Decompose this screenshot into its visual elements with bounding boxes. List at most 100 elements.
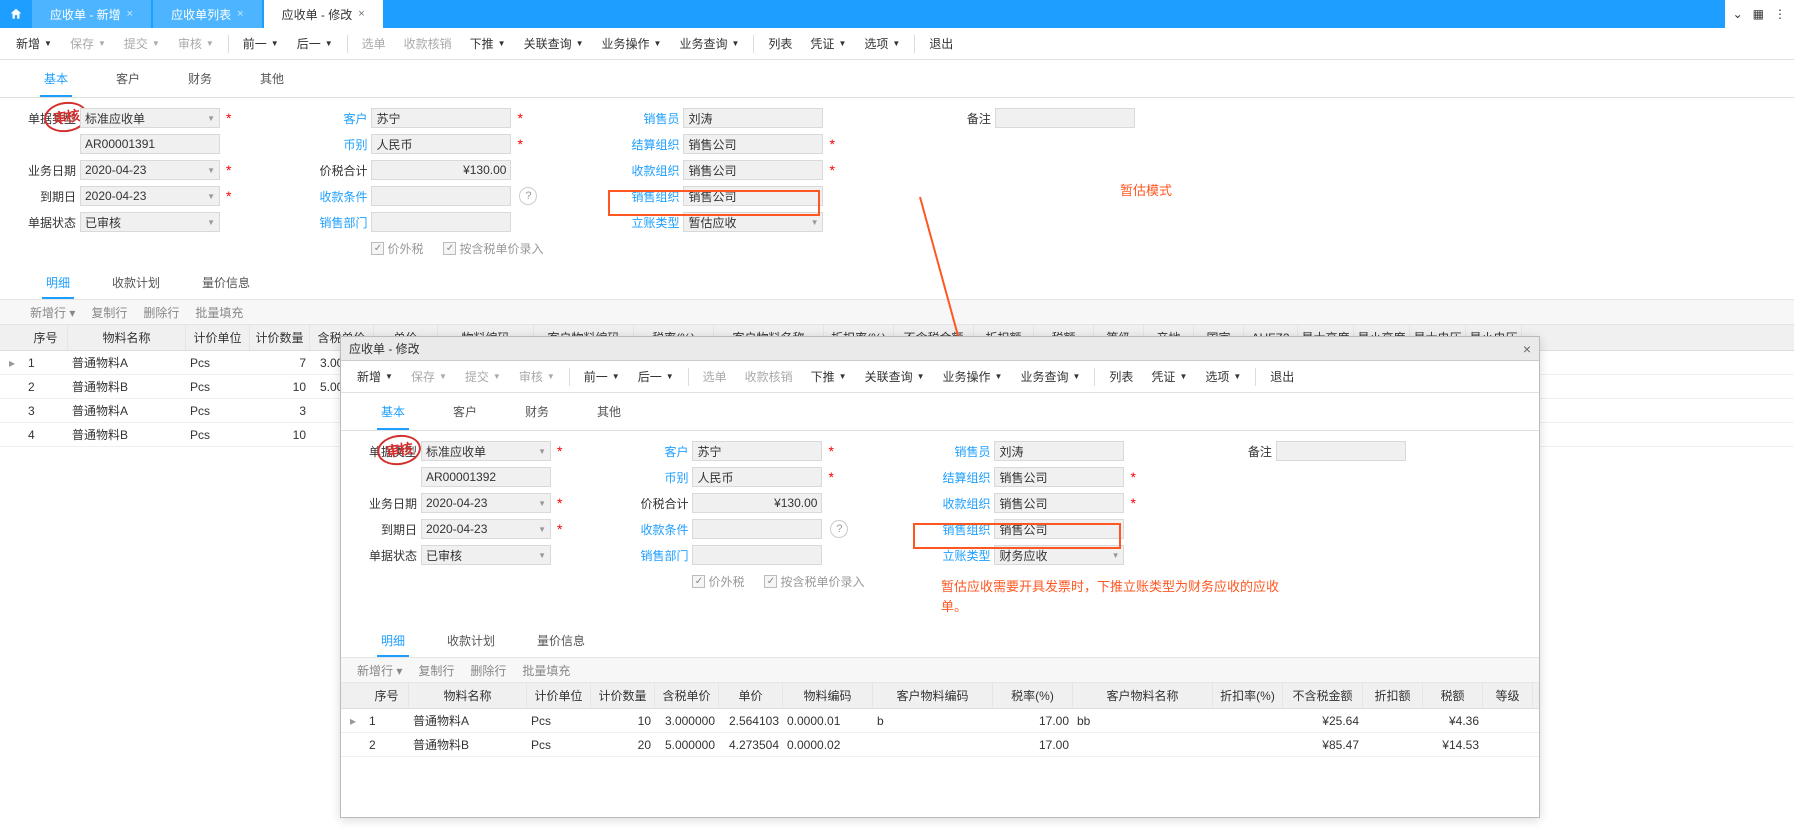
col-unit[interactable]: 计价单位 — [186, 325, 250, 350]
tab-detail[interactable]: 明细 — [42, 270, 74, 299]
col-name[interactable]: 物料名称 — [68, 325, 186, 350]
salesorg-field[interactable]: 销售公司 — [683, 186, 823, 206]
duedate-field[interactable]: 2020-04-23▼ — [421, 519, 551, 539]
prev-button[interactable]: 前一▼ — [235, 31, 287, 56]
salesman-label[interactable]: 销售员 — [623, 110, 683, 127]
payterms-field[interactable] — [371, 186, 511, 206]
salesman-field[interactable]: 刘涛 — [683, 108, 823, 128]
delrow-button[interactable]: 删除行 — [143, 304, 179, 321]
tab-customer[interactable]: 客户 — [449, 397, 481, 430]
salesdept-label[interactable]: 销售部门 — [311, 214, 371, 231]
salesman-field[interactable]: 刘涛 — [994, 441, 1124, 461]
tab-basic[interactable]: 基本 — [40, 64, 72, 97]
save-button[interactable]: 保存▼ — [62, 31, 114, 56]
doctype-field[interactable]: 标准应收单▼ — [80, 108, 220, 128]
relquery-button[interactable]: 关联查询▼ — [857, 364, 933, 389]
bizop-button[interactable]: 业务操作▼ — [935, 364, 1011, 389]
recvorg-field[interactable]: 销售公司 — [994, 493, 1124, 513]
chevron-down-icon[interactable]: ⌄ — [1733, 7, 1743, 21]
relquery-button[interactable]: 关联查询▼ — [516, 31, 592, 56]
hexiao-button[interactable]: 收款核销 — [737, 364, 801, 389]
cb-pricewtax[interactable]: ✓价外税 — [692, 573, 744, 590]
select-button[interactable]: 选单 — [695, 364, 735, 389]
currency-label[interactable]: 币别 — [311, 136, 371, 153]
cb-taxprice[interactable]: ✓按含税单价录入 — [443, 240, 543, 257]
tab-other[interactable]: 其他 — [256, 64, 288, 97]
tab-finance[interactable]: 财务 — [184, 64, 216, 97]
next-button[interactable]: 后一▼ — [289, 31, 341, 56]
submit-button[interactable]: 提交▼ — [457, 364, 509, 389]
bizdate-field[interactable]: 2020-04-23▼ — [80, 160, 220, 180]
audit-button[interactable]: 审核▼ — [170, 31, 222, 56]
salesorg-field[interactable]: 销售公司 — [994, 519, 1124, 539]
pricetax-field[interactable]: ¥130.00 — [692, 493, 822, 513]
recvorg-field[interactable]: 销售公司 — [683, 160, 823, 180]
duedate-field[interactable]: 2020-04-23▼ — [80, 186, 220, 206]
customer-field[interactable]: 苏宁 — [692, 441, 822, 461]
push-button[interactable]: 下推▼ — [803, 364, 855, 389]
remark-field[interactable] — [1276, 441, 1406, 461]
tab-other[interactable]: 其他 — [593, 397, 625, 430]
col-seq[interactable]: 序号 — [24, 325, 68, 350]
exit-button[interactable]: 退出 — [1262, 364, 1302, 389]
apps-icon[interactable]: ▦ — [1753, 7, 1764, 21]
copyrow-button[interactable]: 复制行 — [91, 304, 127, 321]
settleorg-field[interactable]: 销售公司 — [683, 134, 823, 154]
salesdept-field[interactable] — [371, 212, 511, 232]
help-icon[interactable]: ? — [830, 520, 848, 538]
close-icon[interactable]: × — [1523, 341, 1531, 357]
recvorg-label[interactable]: 收款组织 — [623, 162, 683, 179]
close-icon[interactable]: × — [127, 8, 133, 20]
option-button[interactable]: 选项▼ — [856, 31, 908, 56]
tab-plan[interactable]: 收款计划 — [108, 270, 164, 299]
remark-field[interactable] — [995, 108, 1135, 128]
addrow-button[interactable]: 新增行 ▾ — [30, 304, 75, 321]
close-icon[interactable]: × — [358, 8, 364, 20]
customer-field[interactable]: 苏宁 — [371, 108, 511, 128]
status-field[interactable]: 已审核▼ — [421, 545, 551, 565]
salesorg-label[interactable]: 销售组织 — [623, 188, 683, 205]
table-row[interactable]: 2 普通物料B Pcs 20 5.000000 4.273504 0.0000.… — [341, 733, 1539, 757]
tab-price[interactable]: 量价信息 — [198, 270, 254, 299]
home-icon[interactable] — [0, 0, 32, 28]
tab-plan[interactable]: 收款计划 — [443, 628, 499, 657]
customer-label[interactable]: 客户 — [311, 110, 371, 127]
batchfill-button[interactable]: 批量填充 — [522, 662, 570, 679]
option-button[interactable]: 选项▼ — [1197, 364, 1249, 389]
currency-field[interactable]: 人民币 — [692, 467, 822, 487]
salesdept-field[interactable] — [692, 545, 822, 565]
acctype-field[interactable]: 暂估应收▼ — [683, 212, 823, 232]
cb-pricewtax[interactable]: ✓价外税 — [371, 240, 423, 257]
tab-new[interactable]: 应收单 - 新增× — [32, 0, 151, 28]
list-button[interactable]: 列表 — [1101, 364, 1141, 389]
acctype-field[interactable]: 财务应收▼ — [994, 545, 1124, 565]
tab-list[interactable]: 应收单列表× — [153, 0, 261, 28]
save-button[interactable]: 保存▼ — [403, 364, 455, 389]
table-row[interactable]: ▸ 1 普通物料A Pcs 10 3.000000 2.564103 0.000… — [341, 709, 1539, 733]
inner-title-bar[interactable]: 应收单 - 修改 × — [341, 337, 1539, 361]
cb-taxprice[interactable]: ✓按含税单价录入 — [764, 573, 864, 590]
prev-button[interactable]: 前一▼ — [576, 364, 628, 389]
help-icon[interactable]: ? — [519, 187, 537, 205]
addrow-button[interactable]: 新增行 ▾ — [357, 662, 402, 679]
copyrow-button[interactable]: 复制行 — [418, 662, 454, 679]
tab-basic[interactable]: 基本 — [377, 397, 409, 430]
close-icon[interactable]: × — [237, 8, 243, 20]
bizdate-field[interactable]: 2020-04-23▼ — [421, 493, 551, 513]
select-button[interactable]: 选单 — [354, 31, 394, 56]
bizquery-button[interactable]: 业务查询▼ — [671, 31, 747, 56]
voucher-button[interactable]: 凭证▼ — [802, 31, 854, 56]
tab-price[interactable]: 量价信息 — [533, 628, 589, 657]
docno-field[interactable]: AR00001392 — [421, 467, 551, 487]
audit-button[interactable]: 审核▼ — [511, 364, 563, 389]
list-button[interactable]: 列表 — [760, 31, 800, 56]
voucher-button[interactable]: 凭证▼ — [1143, 364, 1195, 389]
tab-customer[interactable]: 客户 — [112, 64, 144, 97]
next-button[interactable]: 后一▼ — [630, 364, 682, 389]
tab-finance[interactable]: 财务 — [521, 397, 553, 430]
acctype-label[interactable]: 立账类型 — [623, 214, 683, 231]
tab-detail[interactable]: 明细 — [377, 628, 409, 657]
settleorg-label[interactable]: 结算组织 — [623, 136, 683, 153]
settleorg-field[interactable]: 销售公司 — [994, 467, 1124, 487]
submit-button[interactable]: 提交▼ — [116, 31, 168, 56]
